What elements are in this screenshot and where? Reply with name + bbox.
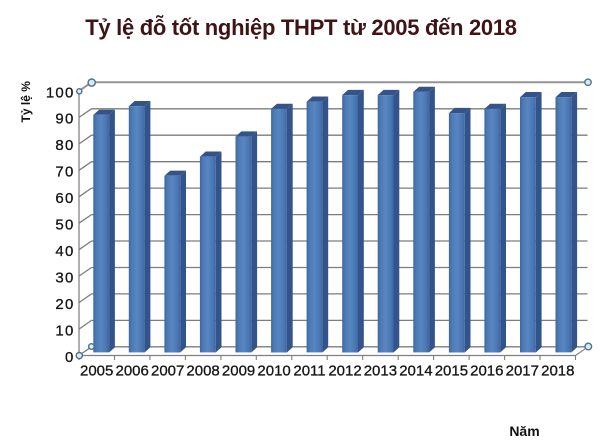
svg-text:10: 10 xyxy=(55,322,74,339)
svg-text:50: 50 xyxy=(55,217,74,234)
svg-text:60: 60 xyxy=(55,190,74,207)
svg-text:2016: 2016 xyxy=(470,363,503,380)
svg-text:2014: 2014 xyxy=(399,363,432,380)
svg-text:2009: 2009 xyxy=(222,363,255,380)
svg-text:70: 70 xyxy=(55,164,74,181)
svg-text:2007: 2007 xyxy=(151,363,184,380)
svg-text:Tỷ lệ đỗ tốt nghiệp THPT từ 20: Tỷ lệ đỗ tốt nghiệp THPT từ 2005 đến 201… xyxy=(85,15,517,40)
svg-text:2006: 2006 xyxy=(116,363,149,380)
svg-text:90: 90 xyxy=(55,111,74,128)
svg-text:2013: 2013 xyxy=(364,363,397,380)
svg-text:2012: 2012 xyxy=(328,363,361,380)
svg-text:80: 80 xyxy=(55,137,74,154)
svg-text:2010: 2010 xyxy=(257,363,290,380)
svg-text:100: 100 xyxy=(46,84,75,101)
svg-text:2018: 2018 xyxy=(541,363,574,380)
svg-text:2008: 2008 xyxy=(186,363,219,380)
svg-text:Tỷ lệ %: Tỷ lệ % xyxy=(19,81,33,123)
svg-text:30: 30 xyxy=(55,269,74,286)
svg-text:40: 40 xyxy=(55,243,74,260)
svg-text:20: 20 xyxy=(55,296,74,313)
svg-text:2017: 2017 xyxy=(506,363,539,380)
svg-text:2015: 2015 xyxy=(435,363,468,380)
svg-text:2011: 2011 xyxy=(293,363,325,380)
svg-text:0: 0 xyxy=(65,349,75,366)
svg-text:2005: 2005 xyxy=(80,363,113,380)
svg-text:Năm: Năm xyxy=(509,423,539,439)
